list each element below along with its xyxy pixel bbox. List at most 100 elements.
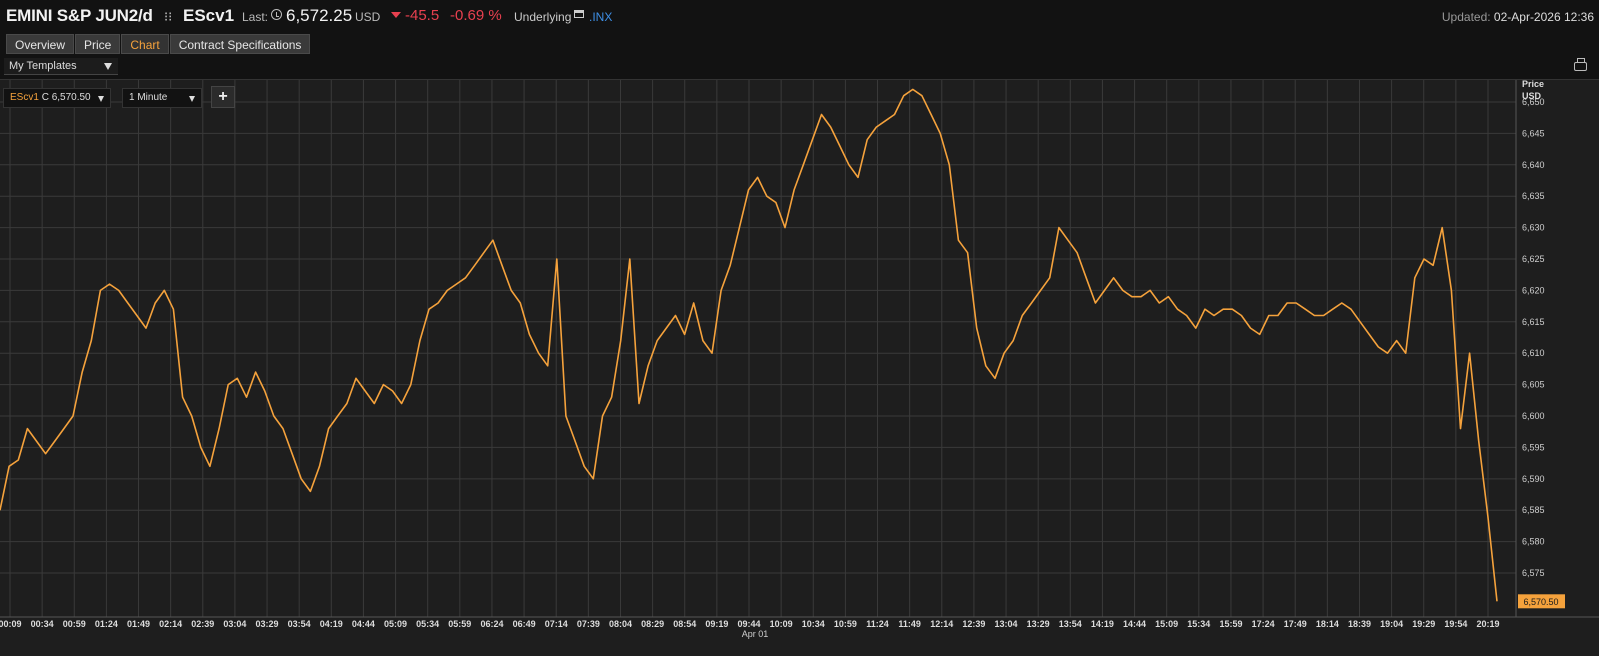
x-tick-label: 04:44	[352, 619, 375, 629]
x-tick-label: 00:34	[31, 619, 54, 629]
x-tick-label: 15:34	[1187, 619, 1210, 629]
y-tick-label: 6,640	[1522, 160, 1545, 170]
y-tick-label: 6,630	[1522, 223, 1545, 233]
y-tick-label: 6,585	[1522, 505, 1545, 515]
x-tick-label: 06:49	[513, 619, 536, 629]
x-tick-label: 08:54	[673, 619, 696, 629]
series-select[interactable]: EScv1 C 6,570.50	[3, 88, 111, 108]
y-tick-label: 6,620	[1522, 285, 1545, 295]
price-series-line	[0, 88, 1498, 602]
percent-change: -0.69 %	[450, 7, 502, 24]
add-series-button[interactable]: +	[211, 86, 235, 108]
y-tick-label: 6,590	[1522, 474, 1545, 484]
x-tick-label: 19:29	[1412, 619, 1435, 629]
y-tick-label: 6,575	[1522, 568, 1545, 578]
y-tick-label: 6,600	[1522, 411, 1545, 421]
x-tick-label: 07:14	[545, 619, 568, 629]
series-value: C 6,570.50	[41, 92, 91, 103]
series-ric: EScv1	[10, 92, 39, 103]
x-tick-label: 12:14	[930, 619, 953, 629]
tab-chart[interactable]: Chart	[121, 34, 169, 54]
x-tick-label: 19:54	[1444, 619, 1467, 629]
updated-label: Updated:	[1441, 10, 1491, 24]
y-tick-label: 6,610	[1522, 348, 1545, 358]
x-tick-label: 18:14	[1316, 619, 1339, 629]
y-tick-label: 6,635	[1522, 191, 1545, 201]
updated-value: 02-Apr-2026 12:36	[1493, 10, 1594, 24]
x-tick-label: 14:44	[1123, 619, 1146, 629]
x-tick-label: 17:49	[1284, 619, 1307, 629]
x-tick-label: 13:54	[1059, 619, 1082, 629]
x-tick-label: 18:39	[1348, 619, 1371, 629]
x-tick-label: 10:34	[802, 619, 825, 629]
x-tick-label: 02:39	[191, 619, 214, 629]
x-tick-label: 05:59	[448, 619, 471, 629]
x-tick-label: 14:19	[1091, 619, 1114, 629]
y-tick-label: 6,645	[1522, 128, 1545, 138]
print-icon[interactable]	[1574, 58, 1587, 71]
x-tick-label: 10:59	[834, 619, 857, 629]
chart-panel[interactable]: 00:09 00:34 00:59 01:24 01:49 02:14 02:39 03:04…	[0, 79, 1599, 656]
x-tick-label: 00:59	[63, 619, 86, 629]
x-tick-label: 12:39	[962, 619, 985, 629]
x-tick-label: 05:09	[384, 619, 407, 629]
x-tick-label: 10:09	[770, 619, 793, 629]
interval-label: 1 Minute	[129, 92, 168, 103]
chevron-down-icon	[189, 96, 195, 102]
tab-contract-specifications[interactable]: Contract Specifications	[169, 34, 311, 54]
y-tick-label: 6,625	[1522, 254, 1545, 264]
last-value-label: 6,570.50	[1523, 597, 1558, 607]
quote-header: EMINI S&P JUN2/d ⁝⁝ EScv1 Last: 6,572.25…	[0, 0, 1599, 32]
clock-icon	[271, 9, 282, 20]
x-tick-label: 11:49	[898, 619, 921, 629]
x-tick-label: 15:09	[1155, 619, 1178, 629]
x-tick-label: 17:24	[1252, 619, 1275, 629]
down-arrow-icon	[391, 12, 401, 18]
y-tick-label: 6,650	[1522, 97, 1545, 107]
price-chart[interactable]: 00:09 00:34 00:59 01:24 01:49 02:14 02:39 03:04…	[0, 80, 1599, 656]
net-change: -45.5	[405, 7, 440, 24]
y-tick-label: 6,615	[1522, 317, 1545, 327]
chevron-down-icon	[98, 96, 104, 102]
x-tick-label: 09:44	[737, 619, 760, 629]
hierarchy-icon[interactable]: ⁝⁝	[164, 9, 173, 24]
x-tick-label: 03:04	[223, 619, 246, 629]
templates-label: My Templates	[9, 60, 77, 72]
underlying-link[interactable]: .INX	[589, 10, 613, 24]
x-tick-label: 08:04	[609, 619, 632, 629]
y-tick-label: 6,605	[1522, 380, 1545, 390]
y-tick-label: 6,595	[1522, 442, 1545, 452]
underlying-label: Underlying	[514, 10, 572, 24]
x-tick-label: 05:34	[416, 619, 439, 629]
tab-bar: Overview Price Chart Contract Specificat…	[6, 34, 311, 54]
x-tick-label: 19:04	[1380, 619, 1403, 629]
x-tick-label: 01:49	[127, 619, 150, 629]
plot-background	[0, 80, 1516, 617]
new-window-icon[interactable]	[574, 10, 584, 18]
last-value-badge	[1518, 594, 1565, 609]
y-tick-label: 6,580	[1522, 537, 1545, 547]
x-tick-label: 04:19	[320, 619, 343, 629]
tab-price[interactable]: Price	[75, 34, 121, 54]
chevron-down-icon	[104, 63, 112, 70]
updated-timestamp: Updated: 02-Apr-2026 12:36	[1442, 10, 1594, 24]
templates-dropdown[interactable]: My Templates	[4, 58, 118, 75]
currency-label: USD	[355, 10, 381, 24]
interval-select[interactable]: 1 Minute	[122, 88, 202, 108]
x-tick-label: 07:39	[577, 619, 600, 629]
x-date-label: Apr 01	[742, 629, 769, 639]
x-tick-label: 06:24	[480, 619, 503, 629]
x-tick-label: 03:54	[288, 619, 311, 629]
x-tick-label: 20:19	[1476, 619, 1499, 629]
x-tick-label: 13:29	[1027, 619, 1050, 629]
x-tick-label: 01:24	[95, 619, 118, 629]
x-tick-label: 08:29	[641, 619, 664, 629]
instrument-title: EMINI S&P JUN2/d	[6, 6, 153, 25]
last-label: Last:	[242, 10, 269, 24]
x-tick-label: 11:24	[866, 619, 889, 629]
tab-overview[interactable]: Overview	[6, 34, 75, 54]
ric-code: EScv1	[183, 6, 235, 25]
last-price: 6,572.25	[286, 6, 353, 25]
x-tick-label: 02:14	[159, 619, 182, 629]
x-tick-label: 03:29	[256, 619, 279, 629]
